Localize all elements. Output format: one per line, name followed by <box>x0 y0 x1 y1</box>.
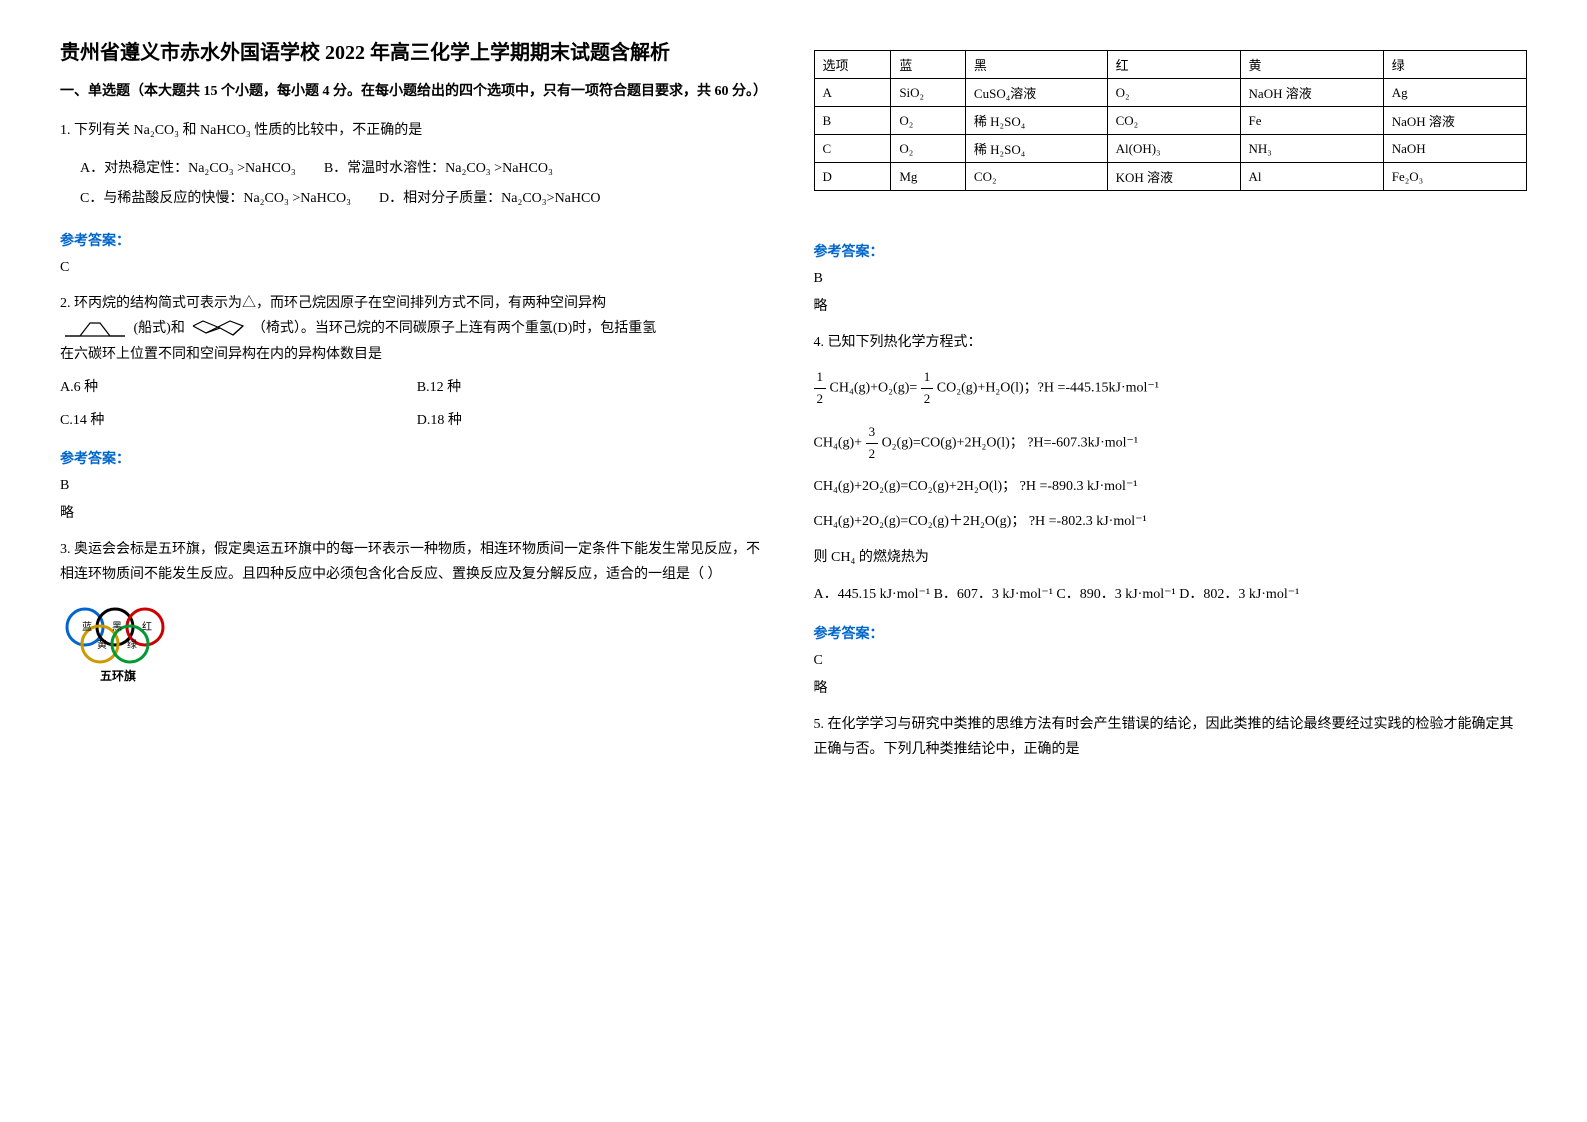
question-3: 3. 奥运会会标是五环旗，假定奥运五环旗中的每一环表示一种物质，相连环物质间一定… <box>60 537 774 587</box>
table-row: B O₂ 稀 H₂SO₄ CO₂ Fe NaOH 溶液 <box>814 107 1527 135</box>
ring-label-black: 黑 <box>112 621 122 633</box>
q1-optA: A．对热稳定性：Na₂CO₃ >NaHCO₃ <box>80 161 296 176</box>
q2-optB: B.12 种 <box>417 375 774 400</box>
ring-label-blue: 蓝 <box>82 621 92 633</box>
q4-note: 略 <box>814 677 1528 697</box>
q1-optC: C．与稀盐酸反应的快慢：Na₂CO₃ >NaHCO₃ <box>80 191 351 206</box>
q1-answer-label: 参考答案： <box>60 230 774 250</box>
fraction-three-half-icon: 32 <box>866 422 879 465</box>
q3-answer: B <box>814 271 1528 287</box>
q1-stem: 1. 下列有关 Na₂CO₃ 和 NaHCO₃ 性质的比较中，不正确的是 <box>60 118 774 143</box>
q1-optB: B．常温时水溶性：Na₂CO₃ >NaHCO₃ <box>324 161 553 176</box>
table-row: C O₂ 稀 H₂SO₄ Al(OH)₃ NH₃ NaOH <box>814 135 1527 163</box>
q4-eq2: CH₄(g)+ 32 O₂(g)=CO(g)+2H₂O(l)； ?H=-607.… <box>814 422 1528 465</box>
exam-title: 贵州省遵义市赤水外国语学校 2022 年高三化学上学期期末试题含解析 <box>60 40 774 66</box>
q2-stem3: 在六碳环上位置不同和空间异构在内的异构体数目是 <box>60 342 774 367</box>
th-green: 绿 <box>1383 51 1526 79</box>
ring-label-red: 红 <box>142 620 152 633</box>
q3-answer-label: 参考答案： <box>814 241 1528 261</box>
fraction-half-icon: 12 <box>921 367 934 410</box>
q4-eq1: 12 CH₄(g)+O₂(g)= 12 CO₂(g)+H₂O(l)；?H =-4… <box>814 367 1528 410</box>
question-2: 2. 环丙烷的结构简式可表示为△，而环己烷因原子在空间排列方式不同，有两种空间异… <box>60 291 774 433</box>
q4-options: A．445.15 kJ·mol⁻¹ B．607．3 kJ·mol⁻¹ C．890… <box>814 582 1528 607</box>
th-black: 黑 <box>965 51 1107 79</box>
q2-answer-label: 参考答案： <box>60 448 774 468</box>
th-option: 选项 <box>814 51 891 79</box>
q4-eq3: CH₄(g)+2O₂(g)=CO₂(g)+2H₂O(l)； ?H =-890.3… <box>814 476 1528 498</box>
ring-label-yellow: 黄 <box>97 638 107 651</box>
q1-answer: C <box>60 260 774 276</box>
q4-conclusion: 则 CH₄ 的燃烧热为 <box>814 545 1528 570</box>
q2-stem: 2. 环丙烷的结构简式可表示为△，而环己烷因原子在空间排列方式不同，有两种空间异… <box>60 291 774 316</box>
table-header-row: 选项 蓝 黑 红 黄 绿 <box>814 51 1527 79</box>
boat-form-icon <box>60 318 130 340</box>
q2-optA: A.6 种 <box>60 375 417 400</box>
q4-answer-label: 参考答案： <box>814 623 1528 643</box>
th-yellow: 黄 <box>1240 51 1383 79</box>
olympic-rings-diagram: 蓝 黑 红 黄 绿 五环旗 <box>60 602 774 692</box>
q4-stem: 4. 已知下列热化学方程式： <box>814 330 1528 355</box>
question-1: 1. 下列有关 Na₂CO₃ 和 NaHCO₃ 性质的比较中，不正确的是 A．对… <box>60 118 774 215</box>
th-blue: 蓝 <box>891 51 966 79</box>
question-5: 5. 在化学学习与研究中类推的思维方法有时会产生错误的结论，因此类推的结论最终要… <box>814 712 1528 762</box>
right-column: 选项 蓝 黑 红 黄 绿 A SiO₂ CuSO₄溶液 O₂ NaOH 溶液 A… <box>814 40 1528 777</box>
question-4: 4. 已知下列热化学方程式： 12 CH₄(g)+O₂(g)= 12 CO₂(g… <box>814 330 1528 608</box>
ring-caption: 五环旗 <box>100 668 136 683</box>
q3-options-table: 选项 蓝 黑 红 黄 绿 A SiO₂ CuSO₄溶液 O₂ NaOH 溶液 A… <box>814 50 1528 191</box>
chair-form-icon <box>188 318 248 340</box>
q2-note: 略 <box>60 502 774 522</box>
fraction-half-icon: 12 <box>814 367 827 410</box>
q3-note: 略 <box>814 295 1528 315</box>
q2-optC: C.14 种 <box>60 408 417 433</box>
table-row: D Mg CO₂ KOH 溶液 Al Fe₂O₃ <box>814 163 1527 191</box>
left-column: 贵州省遵义市赤水外国语学校 2022 年高三化学上学期期末试题含解析 一、单选题… <box>60 40 774 777</box>
q5-stem: 5. 在化学学习与研究中类推的思维方法有时会产生错误的结论，因此类推的结论最终要… <box>814 712 1528 762</box>
q2-stem2b: （椅式）。当环己烷的不同碳原子上连有两个重氢(D)时，包括重氢 <box>252 321 656 336</box>
ring-label-green: 绿 <box>127 638 137 651</box>
q4-eq4: CH₄(g)+2O₂(g)=CO₂(g)＋2H₂O(g)； ?H =-802.3… <box>814 511 1528 533</box>
q1-optD: D．相对分子质量：Na₂CO₃>NaHCO <box>379 191 600 206</box>
q2-optD: D.18 种 <box>417 408 774 433</box>
table-row: A SiO₂ CuSO₄溶液 O₂ NaOH 溶液 Ag <box>814 79 1527 107</box>
q2-stem2a: (船式)和 <box>134 321 185 336</box>
section-instruction: 一、单选题（本大题共 15 个小题，每小题 4 分。在每小题给出的四个选项中，只… <box>60 81 774 103</box>
q4-answer: C <box>814 653 1528 669</box>
q2-answer: B <box>60 478 774 494</box>
th-red: 红 <box>1107 51 1240 79</box>
q3-stem: 3. 奥运会会标是五环旗，假定奥运五环旗中的每一环表示一种物质，相连环物质间一定… <box>60 537 774 587</box>
